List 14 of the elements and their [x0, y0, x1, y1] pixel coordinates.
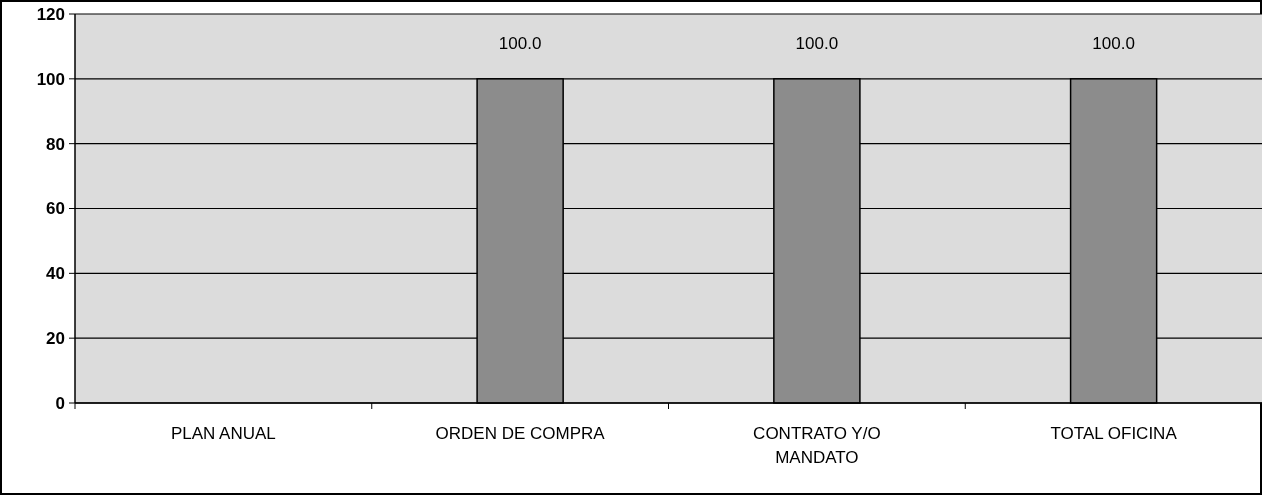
y-tick-label: 0	[55, 393, 65, 413]
y-tick-label: 80	[46, 134, 65, 154]
y-tick-label: 60	[46, 199, 65, 219]
x-tick-label: ORDEN DE COMPRA	[435, 424, 606, 443]
y-tick-label: 120	[36, 4, 65, 24]
y-tick-label: 40	[46, 264, 65, 284]
x-tick-label: PLAN ANUAL	[170, 424, 276, 443]
data-label: 100.0	[498, 33, 542, 53]
x-tick-label: TOTAL OFICINA	[1050, 424, 1178, 443]
data-label: 100.0	[795, 33, 839, 53]
y-tick-label: 20	[46, 329, 65, 349]
y-tick-label: 100	[36, 69, 65, 89]
data-label: 100.0	[1092, 33, 1135, 53]
x-tick-label: CONTRATO Y/O MANDATO	[753, 424, 881, 467]
